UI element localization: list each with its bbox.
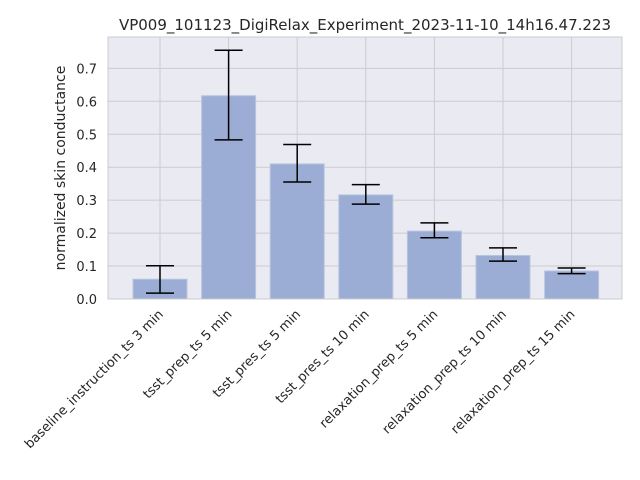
y-tick-label: 0.4: [76, 161, 97, 176]
bar: [201, 95, 257, 300]
bar: [475, 255, 531, 300]
chart-title: VP009_101123_DigiRelax_Experiment_2023-1…: [119, 16, 611, 35]
bar: [406, 230, 462, 300]
y-tick-label: 0.2: [76, 227, 97, 242]
x-tick-label: relaxation_prep_ts 5 min: [317, 307, 441, 431]
bar: [544, 270, 600, 300]
y-tick-label: 0.5: [76, 128, 97, 143]
x-tick-labels: baseline_instruction_ts 3 mintsst_prep_t…: [22, 307, 578, 452]
x-tick-label: baseline_instruction_ts 3 min: [22, 307, 167, 452]
y-axis-label: normalized skin conductance: [53, 66, 69, 271]
y-tick-label: 0.1: [76, 260, 97, 275]
bar: [338, 194, 394, 300]
y-tick-label: 0.6: [76, 95, 97, 110]
bar: [269, 163, 325, 300]
x-tick-label: relaxation_prep_ts 10 min: [380, 307, 510, 437]
x-tick-label: relaxation_prep_ts 15 min: [448, 307, 578, 437]
y-tick-label: 0.7: [76, 62, 97, 77]
y-tick-label: 0.0: [76, 293, 97, 308]
error-bars: [146, 49, 586, 294]
y-tick-label: 0.3: [76, 194, 97, 209]
y-tick-labels: 0.0 0.1 0.2 0.3 0.4 0.5 0.6 0.7: [76, 62, 97, 308]
bars: [132, 95, 600, 300]
plot-frame: [107, 36, 623, 300]
